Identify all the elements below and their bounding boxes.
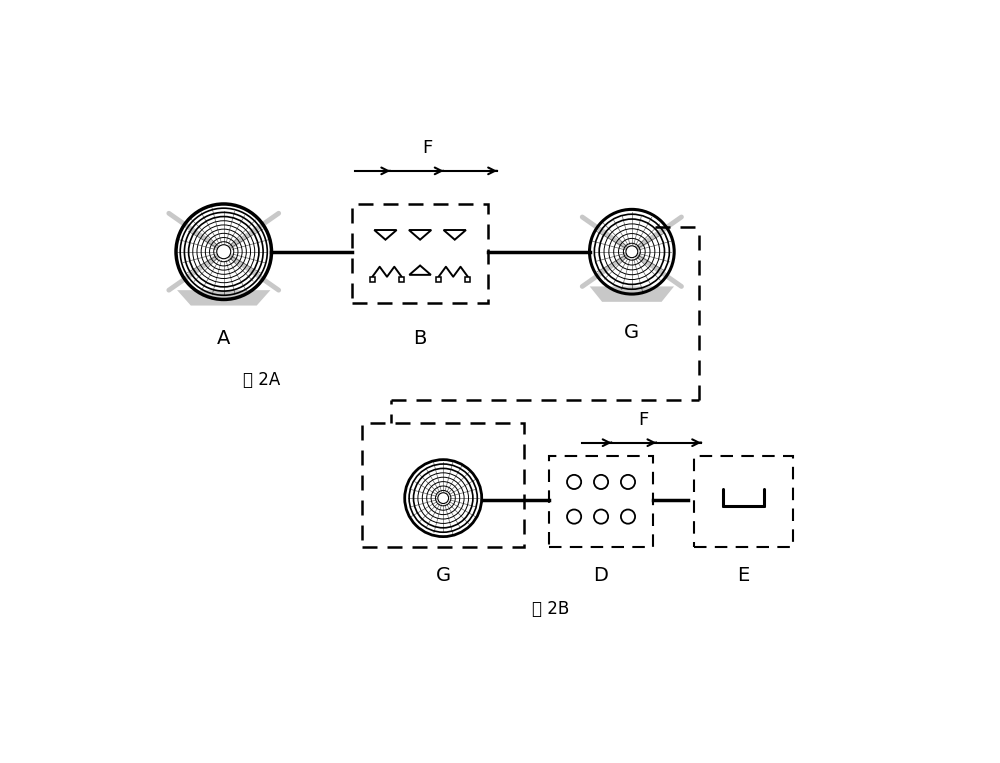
Circle shape xyxy=(626,246,638,258)
Polygon shape xyxy=(406,529,481,545)
Bar xyxy=(352,204,488,303)
Bar xyxy=(465,277,470,282)
Circle shape xyxy=(217,245,231,259)
Bar xyxy=(549,456,653,547)
Polygon shape xyxy=(590,286,674,302)
Text: G: G xyxy=(624,323,639,342)
Text: 图 2A: 图 2A xyxy=(243,371,280,389)
Text: A: A xyxy=(217,329,230,348)
Bar xyxy=(399,277,404,282)
Bar xyxy=(694,456,793,547)
Bar xyxy=(436,277,441,282)
Text: F: F xyxy=(638,410,649,429)
Text: F: F xyxy=(423,139,433,157)
Circle shape xyxy=(438,493,449,504)
Text: B: B xyxy=(413,329,427,348)
Text: D: D xyxy=(594,566,608,585)
Text: G: G xyxy=(436,566,451,585)
Text: 图 2B: 图 2B xyxy=(532,600,570,618)
Polygon shape xyxy=(177,290,270,305)
Bar xyxy=(370,277,375,282)
Text: E: E xyxy=(737,566,750,585)
Bar xyxy=(362,423,524,546)
